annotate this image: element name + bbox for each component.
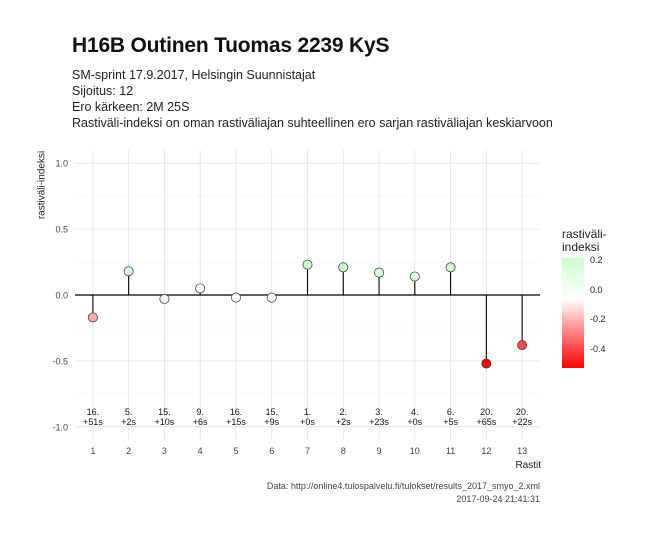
data-point <box>445 262 456 273</box>
x-tick-label: 6 <box>269 446 274 456</box>
legend-label: 0.0 <box>590 284 603 295</box>
rank-label: 20. <box>480 407 493 417</box>
rank-label: 15. <box>265 407 278 417</box>
rank-label: 2. <box>340 407 348 417</box>
legend-label: -0.4 <box>590 344 606 355</box>
rank-label: 20. <box>516 407 529 417</box>
time-gap-label: +0s <box>300 417 315 427</box>
time-gap-label: +10s <box>155 417 175 427</box>
data-point <box>195 283 206 294</box>
rank-label: 4. <box>411 407 419 417</box>
chart-title: H16B Outinen Tuomas 2239 KyS <box>72 34 390 57</box>
x-tick-label: 2 <box>126 446 131 456</box>
time-gap-label: +9s <box>264 417 279 427</box>
rank-label: 5. <box>125 407 133 417</box>
time-gap-label: +22s <box>512 417 532 427</box>
rank-label: 16. <box>87 407 100 417</box>
data-point <box>374 267 384 278</box>
subtitle-event: SM-sprint 17.9.2017, Helsingin Suunnista… <box>72 68 316 82</box>
rank-label: 3. <box>375 407 383 417</box>
data-point <box>123 266 134 277</box>
y-tick-label: -1.0 <box>52 422 68 432</box>
time-gap-label: +2s <box>336 417 351 427</box>
time-gap-label: +15s <box>226 417 246 427</box>
y-tick-label: -0.5 <box>52 356 68 366</box>
time-gap-label: +65s <box>476 417 496 427</box>
timestamp-caption: 2017-09-24 21:41:31 <box>456 494 540 504</box>
x-tick-label: 3 <box>162 446 167 456</box>
data-point <box>159 294 170 304</box>
x-tick-label: 10 <box>410 446 420 456</box>
time-gap-label: +2s <box>121 417 136 427</box>
y-tick-label: 0.5 <box>55 225 68 235</box>
rank-label: 15. <box>158 407 171 417</box>
x-tick-label: 11 <box>446 446 455 456</box>
x-tick-label: 13 <box>517 446 527 456</box>
subtitle-description: Rastiväli-indeksi on oman rastiväliajan … <box>72 116 553 130</box>
data-point <box>481 358 492 369</box>
data-point <box>87 312 98 323</box>
time-gap-label: +0s <box>407 417 422 427</box>
time-gap-label: +5s <box>443 417 458 427</box>
x-axis-label: Rastit <box>515 460 541 471</box>
time-gap-label: +51s <box>83 417 103 427</box>
x-tick-label: 8 <box>341 446 346 456</box>
rank-label: 9. <box>196 407 204 417</box>
time-gap-label: +23s <box>369 417 389 427</box>
rank-label: 1. <box>304 407 312 417</box>
x-tick-label: 4 <box>198 446 203 456</box>
legend-colorbar <box>562 258 584 368</box>
subtitle-gap: Ero kärkeen: 2M 25S <box>72 100 190 114</box>
rank-label: 6. <box>447 407 455 417</box>
legend-title: rastiväli-indeksi <box>562 227 607 254</box>
x-tick-label: 5 <box>233 446 238 456</box>
data-point <box>302 259 313 270</box>
rank-label: 16. <box>230 407 243 417</box>
data-point <box>338 262 349 273</box>
data-point <box>231 292 241 303</box>
x-tick-label: 12 <box>481 446 491 456</box>
data-source-caption: Data: http://online4.tulospalvelu.fi/tul… <box>266 481 540 491</box>
subtitle-placing: Sijoitus: 12 <box>72 84 134 98</box>
x-tick-label: 7 <box>305 446 310 456</box>
legend-label: -0.2 <box>590 314 606 325</box>
legend-label: 0.2 <box>590 254 603 265</box>
time-gap-label: +6s <box>193 417 208 427</box>
data-point <box>266 292 277 303</box>
x-tick-label: 9 <box>377 446 382 456</box>
data-point <box>409 271 420 282</box>
data-point <box>517 340 528 351</box>
x-tick-label: 1 <box>90 446 95 456</box>
y-tick-label: 1.0 <box>55 159 68 169</box>
y-tick-label: 0.0 <box>55 291 68 301</box>
